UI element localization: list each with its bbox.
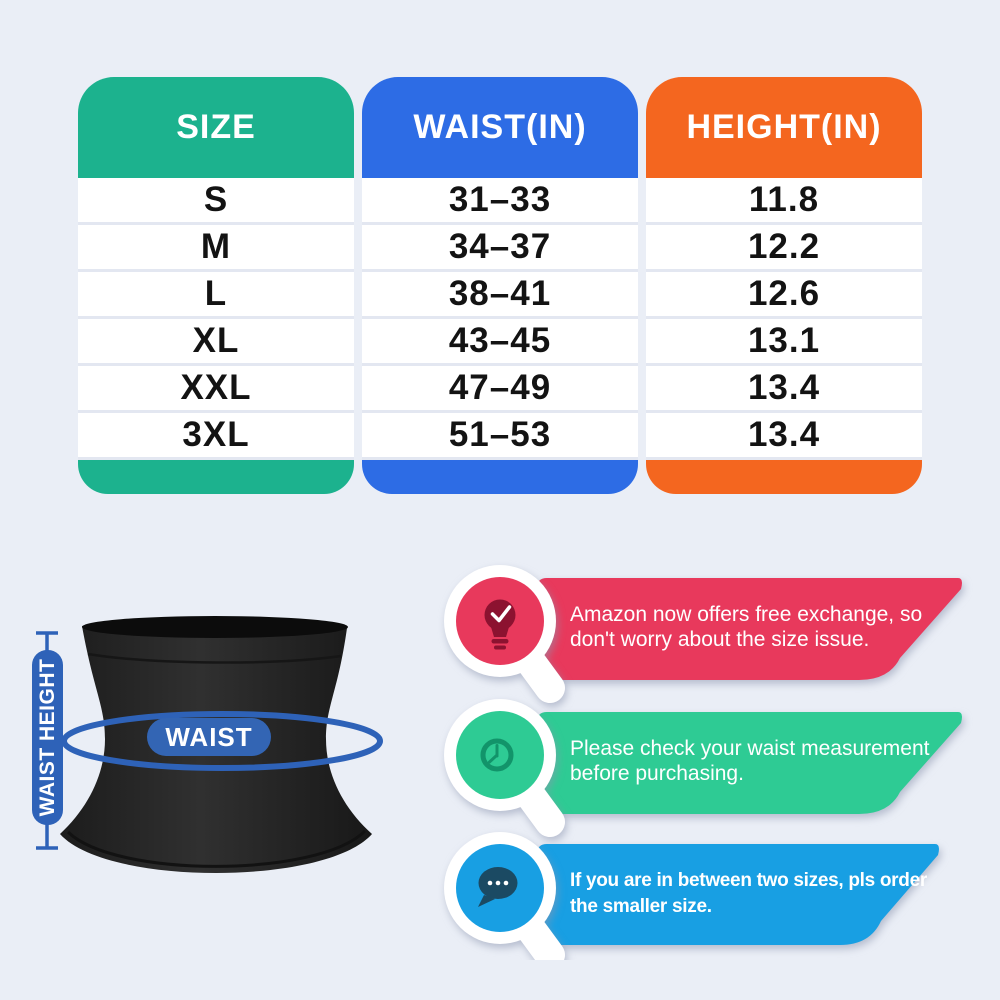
note-line: Amazon now offers free exchange, so xyxy=(570,603,923,626)
garment-top-stitch xyxy=(87,652,342,664)
waist-label-pill xyxy=(147,718,271,756)
magnifier-badge xyxy=(444,565,565,703)
waist-height-label: WAIST HEIGHT xyxy=(36,659,59,817)
note-green-text: Please check your waist measurement befo… xyxy=(570,736,960,786)
chat-dots-icon xyxy=(478,867,518,907)
table-cell: XL xyxy=(78,319,354,366)
waist-column-header: WAIST(IN) xyxy=(362,77,638,178)
note-line: don't worry about the size issue. xyxy=(570,628,870,651)
table-cell: 13.1 xyxy=(646,319,922,366)
waist-column-footer xyxy=(362,460,638,494)
size-column-footer xyxy=(78,460,354,494)
magnifier-badge xyxy=(444,699,565,837)
note-line: Please check your waist measurement xyxy=(570,737,930,760)
note-red-text: Amazon now offers free exchange, so don'… xyxy=(570,602,960,652)
table-cell: XXL xyxy=(78,366,354,413)
clock-icon xyxy=(480,738,514,772)
note-line: If you are in between two sizes, pls ord… xyxy=(570,870,927,891)
table-cell: 51–53 xyxy=(362,413,638,460)
table-cell: 43–45 xyxy=(362,319,638,366)
table-cell: 13.4 xyxy=(646,413,922,460)
lightbulb-check-icon xyxy=(484,599,516,650)
table-cell: L xyxy=(78,272,354,319)
note-banners xyxy=(444,565,962,960)
height-label-pill xyxy=(32,650,63,825)
note-line: before purchasing. xyxy=(570,762,744,785)
table-cell: 38–41 xyxy=(362,272,638,319)
garment-top-opening xyxy=(82,616,348,638)
note-line: the smaller size. xyxy=(570,896,712,917)
waist-label: WAIST xyxy=(165,722,252,752)
height-column-footer xyxy=(646,460,922,494)
note-ribbon-blue xyxy=(537,844,939,945)
table-cell: 11.8 xyxy=(646,178,922,225)
table-cell: 47–49 xyxy=(362,366,638,413)
table-cell: 3XL xyxy=(78,413,354,460)
table-cell: 31–33 xyxy=(362,178,638,225)
height-column-header: HEIGHT(IN) xyxy=(646,77,922,178)
size-column: SIZE S M L XL XXL 3XL xyxy=(78,77,354,494)
height-column: HEIGHT(IN) 11.8 12.2 12.6 13.1 13.4 13.4 xyxy=(646,77,922,494)
table-cell: 13.4 xyxy=(646,366,922,413)
garment-hem-seam xyxy=(66,829,367,868)
table-cell: 34–37 xyxy=(362,225,638,272)
table-cell: 12.6 xyxy=(646,272,922,319)
waist-measure-ring xyxy=(61,711,383,771)
size-column-header: SIZE xyxy=(78,77,354,178)
note-ribbon-red xyxy=(537,578,962,680)
table-cell: S xyxy=(78,178,354,225)
table-cell: 12.2 xyxy=(646,225,922,272)
waist-column: WAIST(IN) 31–33 34–37 38–41 43–45 47–49 … xyxy=(362,77,638,494)
note-ribbon-green xyxy=(537,712,962,814)
size-table: SIZE S M L XL XXL 3XL WAIST(IN) 31–33 34… xyxy=(78,77,922,494)
waist-trainer-diagram: WAIST WAIST HEIGHT xyxy=(32,616,383,873)
table-cell: M xyxy=(78,225,354,272)
note-blue-text: If you are in between two sizes, pls ord… xyxy=(570,868,960,920)
